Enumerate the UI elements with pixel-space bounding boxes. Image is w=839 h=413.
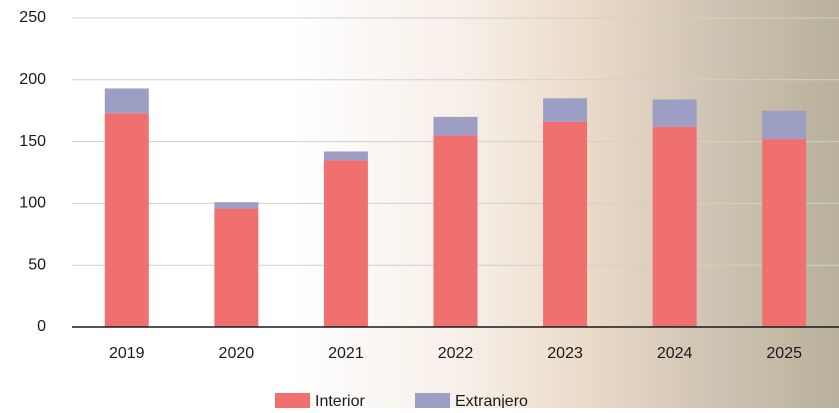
legend-label: Interior (315, 393, 365, 408)
bar-segment (652, 99, 697, 127)
x-tick-label: 2022 (438, 345, 474, 362)
bar-segment (104, 88, 149, 114)
x-tick-label: 2021 (328, 345, 364, 362)
bar-segment (433, 116, 478, 136)
y-tick-label: 50 (28, 256, 46, 273)
legend-label: Extranjero (455, 393, 528, 408)
y-tick-label: 150 (19, 133, 46, 150)
bar-segment (323, 160, 368, 327)
legend-swatch (415, 393, 450, 408)
bar-segment (543, 121, 588, 327)
y-tick-label: 100 (19, 195, 46, 212)
y-tick-label: 250 (19, 9, 46, 26)
bar-segment (762, 110, 807, 140)
bar-segment (762, 139, 807, 327)
x-tick-label: 2020 (219, 345, 255, 362)
bar-segment (323, 151, 368, 161)
bar-segment (652, 126, 697, 327)
x-tick-label: 2024 (657, 345, 693, 362)
bar-segment (214, 202, 259, 209)
bar-segment (214, 208, 259, 327)
x-tick-label: 2023 (547, 345, 583, 362)
x-tick-label: 2025 (766, 345, 802, 362)
x-tick-label: 2019 (109, 345, 145, 362)
y-tick-label: 0 (37, 318, 46, 335)
y-tick-label: 200 (19, 71, 46, 88)
bar-segment (543, 98, 588, 122)
bar-segment (104, 113, 149, 327)
bar-segment (433, 135, 478, 327)
legend-swatch (275, 393, 310, 408)
